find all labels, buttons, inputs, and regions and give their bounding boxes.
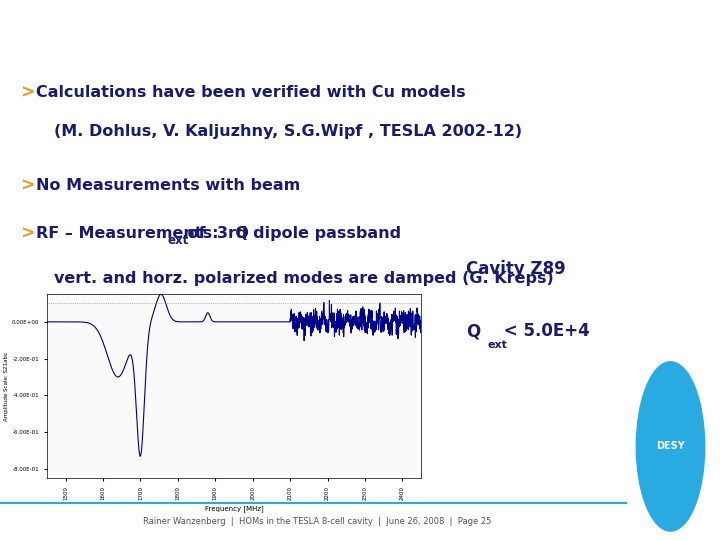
Circle shape: [636, 362, 705, 531]
Text: Cavity with modified upstream HOM coupler: Cavity with modified upstream HOM couple…: [13, 18, 534, 38]
Text: vert. and horz. polarized modes are damped (G. Kreps): vert. and horz. polarized modes are damp…: [54, 271, 554, 286]
Text: < 5.0E+4: < 5.0E+4: [498, 322, 590, 340]
Text: RF – Measurements:   Q: RF – Measurements: Q: [36, 226, 249, 241]
Text: (M. Dohlus, V. Kaljuzhny, S.G.Wipf , TESLA 2002-12): (M. Dohlus, V. Kaljuzhny, S.G.Wipf , TES…: [54, 125, 522, 139]
Y-axis label: Amplitude Scale: S21abs: Amplitude Scale: S21abs: [4, 352, 9, 421]
Text: No Measurements with beam: No Measurements with beam: [36, 178, 300, 193]
Text: DESY: DESY: [656, 441, 685, 451]
Text: >: >: [20, 225, 35, 243]
Text: >: >: [20, 176, 35, 194]
Text: Rainer Wanzenberg  |  HOMs in the TESLA 8-cell cavity  |  June 26, 2008  |  Page: Rainer Wanzenberg | HOMs in the TESLA 8-…: [143, 517, 491, 526]
Text: ext: ext: [168, 234, 189, 247]
Text: Q: Q: [467, 322, 480, 340]
Text: ext: ext: [487, 340, 508, 349]
Text: Cavity Z89: Cavity Z89: [467, 260, 566, 278]
Text: Calculations have been verified with Cu models: Calculations have been verified with Cu …: [36, 85, 466, 99]
Text: of  3rd dipole passband: of 3rd dipole passband: [181, 226, 400, 241]
X-axis label: Frequency [MHz]: Frequency [MHz]: [204, 505, 264, 512]
Text: >: >: [20, 83, 35, 101]
